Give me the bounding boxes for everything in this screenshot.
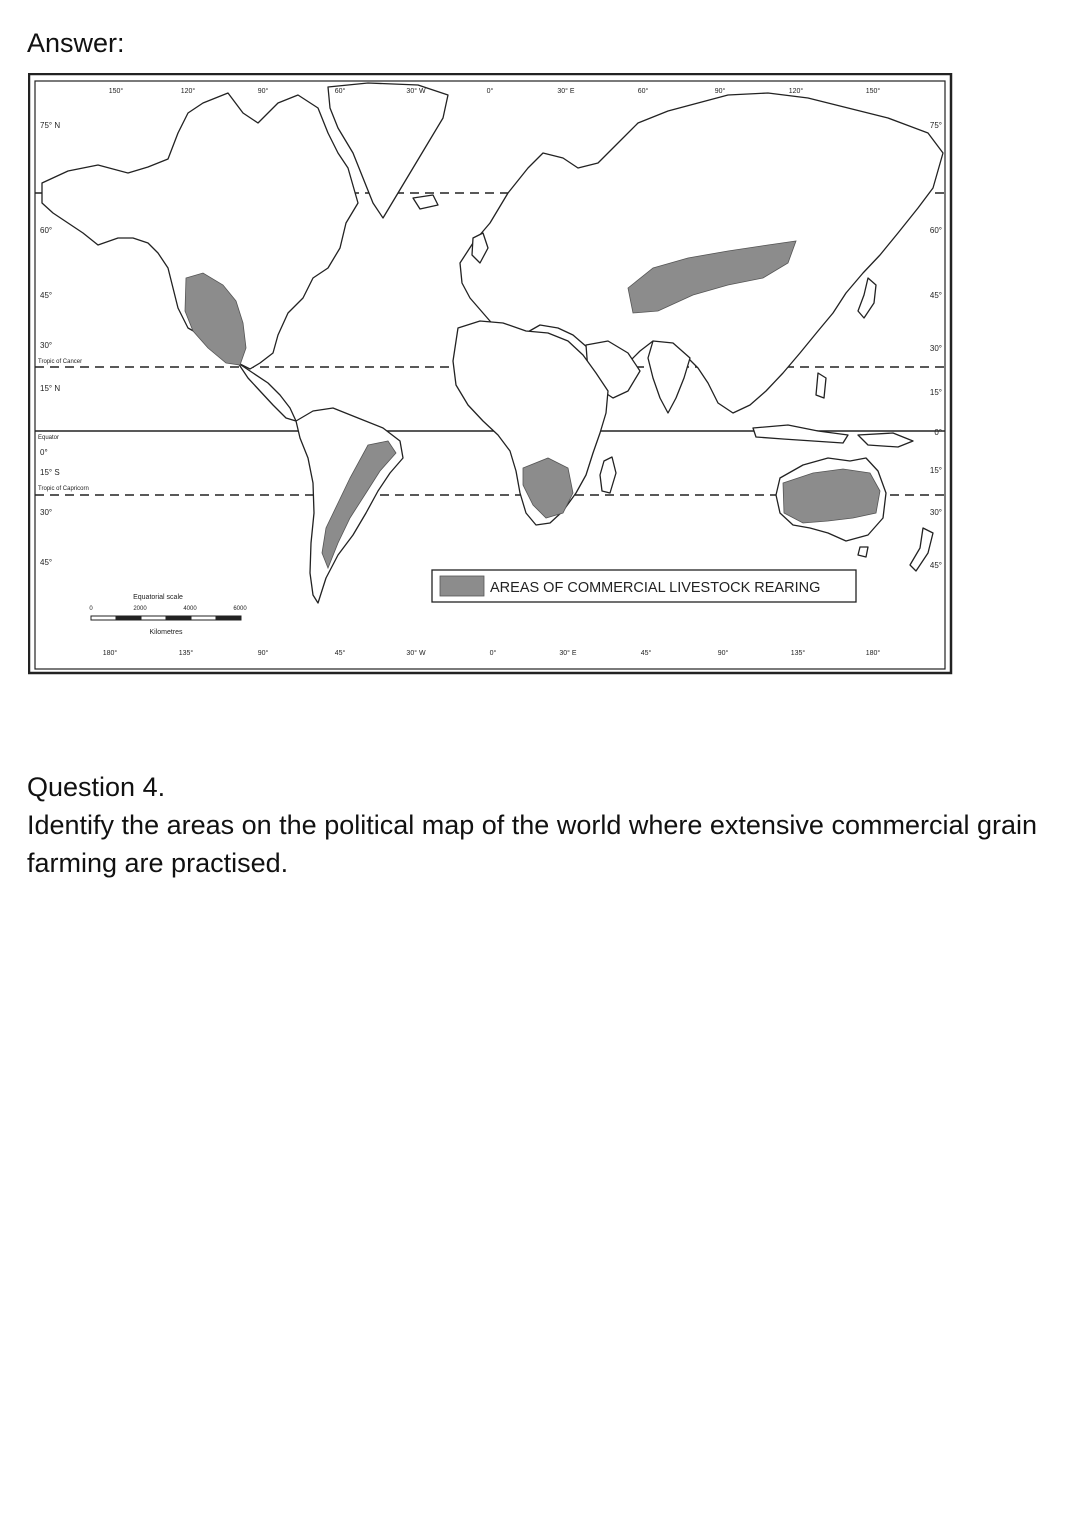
india-outline <box>647 340 691 414</box>
lon-label-bottom: 180° <box>103 649 118 657</box>
map-legend: AREAS OF COMMERCIAL LIVESTOCK REARING <box>431 569 857 603</box>
scale-segment <box>165 615 192 621</box>
scale-unit: Kilometres <box>149 629 183 636</box>
lon-label-bottom: 0° <box>490 649 497 657</box>
indonesia-outline <box>752 424 849 444</box>
question-block: Question 4. Identify the areas on the po… <box>27 768 1057 882</box>
lon-label-bottom: 30° W <box>406 649 426 657</box>
shaded-area-north-america <box>184 272 247 366</box>
equator-label: Equator <box>38 435 59 441</box>
new-zealand-outline <box>909 527 934 572</box>
lat-label-right: 45° <box>930 291 942 300</box>
lon-label-bottom: 45° <box>335 649 346 657</box>
lon-label-top: 150° <box>109 87 124 95</box>
legend-swatch <box>439 575 485 597</box>
lat-label-right: 75° <box>930 121 942 130</box>
lon-label-top: 0° <box>487 87 494 95</box>
lon-label-bottom: 90° <box>258 649 269 657</box>
answer-heading: Answer: <box>27 28 125 58</box>
scale-segment <box>115 615 142 621</box>
lat-label-right: 0° <box>934 428 942 437</box>
lat-label-right: 45° <box>930 561 942 570</box>
lon-label-bottom: 135° <box>179 649 194 657</box>
lon-label-top: 120° <box>789 87 804 95</box>
lon-label-bottom: 135° <box>791 649 806 657</box>
lon-label-top: 30° E <box>557 87 575 95</box>
north-america-outline <box>41 92 359 370</box>
lat-label-left: 30° <box>40 508 52 517</box>
lat-label-left: 15° S <box>40 468 60 477</box>
lon-label-top: 90° <box>258 87 269 95</box>
scale-tick-label: 0 <box>89 606 93 612</box>
lat-label-left: 60° <box>40 226 52 235</box>
legend-label: AREAS OF COMMERCIAL LIVESTOCK REARING <box>490 580 820 596</box>
scale-title: Equatorial scale <box>133 594 183 601</box>
shaded-area-southern-africa <box>522 457 574 519</box>
lon-label-top: 60° <box>335 87 346 95</box>
question-number: Question 4. <box>27 772 166 802</box>
lat-label-left: 45° <box>40 558 52 567</box>
eurasia-outline <box>459 92 944 414</box>
tropic-of-capricorn-label: Tropic of Capricorn <box>38 486 89 492</box>
lon-label-bottom: 90° <box>718 649 729 657</box>
lat-label-right: 15° <box>930 388 942 397</box>
iceland-outline <box>412 194 439 210</box>
new-guinea-outline <box>857 432 914 448</box>
lon-label-top: 90° <box>715 87 726 95</box>
lat-label-left: 45° <box>40 291 52 300</box>
question-text: Identify the areas on the political map … <box>27 810 1038 878</box>
lon-label-bottom: 45° <box>641 649 652 657</box>
map-inner-frame <box>34 80 946 670</box>
central-america-outline <box>237 362 297 422</box>
lat-label-left: 0° <box>40 448 48 457</box>
lon-label-bottom: 30° E <box>559 649 577 657</box>
japan-outline <box>857 277 877 319</box>
tasmania-outline <box>857 546 869 558</box>
scale-tick-label: 6000 <box>233 606 247 612</box>
lat-label-right: 30° <box>930 508 942 517</box>
world-map: 75° N 60° 45° 30° 15° N 0° 15° S 30° 45°… <box>28 73 953 676</box>
shaded-area-south-america <box>321 440 397 570</box>
british-isles-outline <box>471 232 489 264</box>
lon-label-top: 30° W <box>406 87 426 95</box>
scale-segment <box>90 615 117 621</box>
madagascar-outline <box>599 456 617 494</box>
lat-label-right: 60° <box>930 226 942 235</box>
lat-label-right: 15° <box>930 466 942 475</box>
legend-box <box>431 569 857 603</box>
scale-segment <box>190 615 217 621</box>
shaded-area-central-asia <box>627 240 797 314</box>
lat-label-right: 30° <box>930 344 942 353</box>
map-outer-frame <box>28 73 953 675</box>
lon-label-top: 150° <box>866 87 881 95</box>
shaded-area-australia <box>782 468 881 524</box>
scale-segment <box>215 615 242 621</box>
tropic-of-cancer-label: Tropic of Cancer <box>38 359 82 365</box>
scale-tick-label: 2000 <box>133 606 147 612</box>
lat-label-left: 30° <box>40 341 52 350</box>
lat-label-left: 75° N <box>40 121 60 130</box>
greenland-outline <box>327 82 449 219</box>
scale-bar: Equatorial scale 0 2000 4000 6000 Kilome… <box>89 594 247 636</box>
lon-label-top: 60° <box>638 87 649 95</box>
lon-label-bottom: 180° <box>866 649 881 657</box>
philippines-outline <box>815 372 827 399</box>
scale-segment <box>140 615 167 621</box>
lat-label-left: 15° N <box>40 384 60 393</box>
scale-tick-label: 4000 <box>183 606 197 612</box>
lon-label-top: 120° <box>181 87 196 95</box>
